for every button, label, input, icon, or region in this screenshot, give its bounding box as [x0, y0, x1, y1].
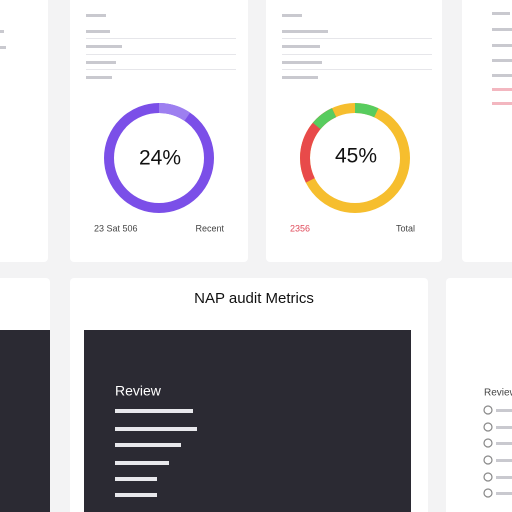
footer-right: Total	[396, 223, 415, 233]
card-partial	[446, 278, 512, 512]
donut	[104, 103, 214, 213]
dark-panel	[84, 330, 411, 512]
text-lines	[0, 12, 512, 105]
list-icons	[483, 405, 493, 498]
dark-panel	[0, 330, 50, 512]
percent-label: 24%	[139, 147, 181, 170]
percent-label: 45%	[335, 145, 377, 168]
footer-left: 23 Sat 506	[94, 223, 138, 233]
panel-title: NAP audit Metrics	[194, 290, 314, 307]
panel-heading: Review	[115, 383, 162, 399]
card	[266, 0, 442, 262]
text-lines	[115, 409, 197, 497]
text-lines	[496, 409, 512, 495]
card-partial	[0, 0, 48, 262]
card	[70, 0, 248, 262]
side-heading: Review	[484, 388, 512, 399]
footer-right: Recent	[195, 223, 224, 233]
card-partial	[462, 0, 512, 262]
footer-left: 2356	[290, 223, 310, 233]
donut	[300, 103, 410, 213]
